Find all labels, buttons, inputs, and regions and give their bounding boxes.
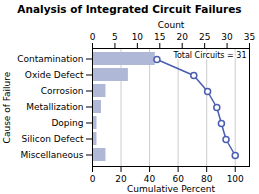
svg-text:10: 10	[132, 32, 144, 42]
svg-text:Total Circuits = 31: Total Circuits = 31	[172, 51, 246, 60]
svg-text:Doping: Doping	[51, 118, 83, 128]
svg-text:40: 40	[144, 174, 156, 184]
svg-text:Cumulative Percent: Cumulative Percent	[127, 184, 216, 194]
svg-text:0: 0	[90, 174, 96, 184]
svg-text:Contamination: Contamination	[17, 54, 83, 64]
svg-text:60: 60	[172, 174, 184, 184]
svg-text:20: 20	[115, 174, 127, 184]
svg-text:0: 0	[90, 32, 96, 42]
svg-text:Miscellaneous: Miscellaneous	[20, 150, 83, 160]
svg-text:Corrosion: Corrosion	[41, 86, 84, 96]
svg-text:35: 35	[244, 32, 255, 42]
svg-text:80: 80	[201, 174, 213, 184]
svg-text:Silicon Defect: Silicon Defect	[22, 134, 84, 144]
svg-text:15: 15	[154, 32, 165, 42]
svg-text:30: 30	[221, 32, 233, 42]
svg-text:100: 100	[227, 174, 244, 184]
svg-text:Metallization: Metallization	[26, 102, 83, 112]
svg-text:5: 5	[112, 32, 118, 42]
svg-text:Count: Count	[158, 20, 185, 30]
svg-text:Oxide Defect: Oxide Defect	[25, 70, 84, 80]
svg-text:Cause of Failure: Cause of Failure	[2, 71, 12, 143]
svg-text:20: 20	[176, 32, 188, 42]
svg-text:25: 25	[199, 32, 210, 42]
html-text:Analysis of Integrated Circuit: Analysis of Integrated Circuit Failures	[17, 3, 242, 15]
